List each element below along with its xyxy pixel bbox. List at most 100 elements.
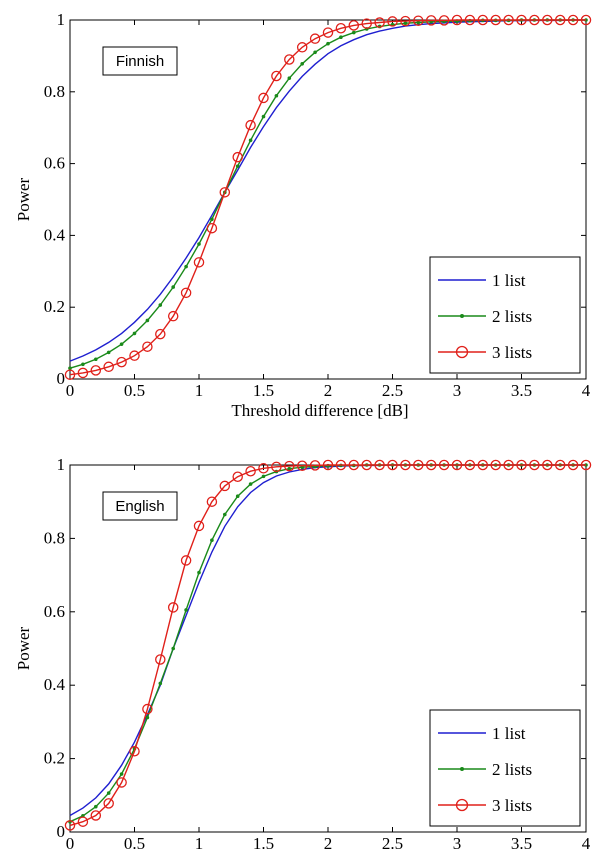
data-point — [326, 41, 330, 46]
data-point — [103, 361, 114, 373]
data-point — [503, 14, 514, 26]
data-point — [261, 114, 266, 119]
data-point — [261, 474, 266, 479]
legend: 1 list 2 lists 3 lists — [429, 256, 581, 374]
y-axis-label: Power — [14, 177, 33, 221]
data-point — [155, 328, 166, 340]
annotation-text: Finnish — [116, 53, 164, 70]
data-point — [361, 459, 372, 471]
data-point — [116, 777, 127, 788]
data-point — [197, 242, 201, 246]
data-point — [287, 76, 292, 80]
data-point — [210, 217, 214, 222]
y-tick-label: 0.8 — [44, 528, 65, 547]
data-point — [352, 30, 356, 35]
data-point — [361, 18, 372, 29]
y-tick-label: 0 — [57, 822, 66, 841]
data-point — [235, 164, 240, 168]
data-point — [106, 350, 111, 355]
legend-marker — [460, 314, 464, 318]
y-tick-label: 0.6 — [44, 602, 65, 621]
data-point — [145, 715, 150, 720]
x-tick-label: 0.5 — [124, 834, 145, 852]
data-point — [142, 703, 153, 715]
data-point — [542, 459, 553, 471]
data-point — [309, 460, 321, 471]
x-tick-label: 4 — [582, 834, 591, 852]
legend-entry-3: 3 lists — [438, 796, 532, 815]
legend-entry-2: 2 lists — [438, 307, 532, 326]
x-tick-label: 2 — [324, 381, 333, 400]
data-point — [348, 459, 360, 471]
x-tick-label: 1.5 — [253, 834, 274, 852]
x-tick-label: 0.5 — [124, 381, 145, 400]
legend-entry-3: 3 lists — [438, 343, 532, 362]
data-point — [296, 42, 308, 53]
y-tick-label: 0.4 — [44, 225, 66, 244]
data-point — [258, 463, 269, 474]
data-point — [232, 471, 243, 482]
series-3 — [64, 459, 592, 831]
x-tick-label: 1 — [195, 381, 204, 400]
data-point — [106, 791, 111, 795]
x-tick-label: 3.5 — [511, 834, 532, 852]
data-point — [438, 459, 450, 471]
legend-label: 3 lists — [492, 796, 532, 815]
data-point — [567, 459, 579, 471]
data-point — [248, 482, 253, 486]
x-axis-label: Threshold difference [dB] — [231, 401, 408, 420]
legend-label: 3 lists — [492, 343, 532, 362]
x-tick-label: 3 — [453, 834, 462, 852]
x-tick-label: 1 — [195, 834, 204, 852]
data-point — [529, 459, 540, 471]
y-axis-label: Power — [14, 626, 33, 670]
data-point — [322, 459, 334, 471]
data-point — [77, 367, 89, 379]
data-point — [77, 816, 89, 827]
annotation-box — [102, 46, 178, 76]
data-point — [94, 357, 98, 362]
x-tick-label: 1.5 — [253, 381, 274, 400]
data-point — [490, 14, 501, 26]
y-tick-label: 0.8 — [44, 82, 65, 101]
data-point — [193, 257, 205, 268]
data-point — [516, 459, 527, 471]
legend-marker — [460, 767, 464, 771]
data-point — [416, 20, 421, 25]
legend-label: 2 lists — [492, 307, 532, 326]
data-point — [271, 461, 282, 473]
data-point — [235, 494, 240, 498]
x-tick-label: 3.5 — [511, 381, 532, 400]
data-point — [184, 264, 188, 269]
y-tick-label: 0 — [57, 369, 66, 388]
data-point — [580, 459, 592, 471]
data-point — [64, 820, 76, 831]
x-tick-label: 4 — [582, 381, 591, 400]
data-point — [167, 602, 179, 613]
legend-marker — [455, 798, 469, 812]
data-point — [322, 27, 334, 38]
data-point — [167, 310, 179, 322]
data-point — [374, 459, 385, 471]
data-point — [542, 14, 553, 26]
data-point — [245, 119, 256, 131]
data-point — [403, 21, 408, 26]
data-point — [387, 16, 398, 27]
data-point — [554, 459, 566, 471]
x-tick-label: 3 — [453, 381, 462, 400]
data-point — [248, 138, 253, 143]
chart-panel-1: 0 0.5 1 1.5 2 2.5 3 3.5 4 0 0.2 0.4 0.6 0.8 1 Threshold… — [14, 10, 592, 420]
data-point — [274, 93, 279, 98]
legend-entry-1: 1 list — [438, 271, 526, 290]
data-point — [184, 608, 188, 612]
x-tick-label: 2.5 — [382, 834, 403, 852]
data-point — [400, 459, 411, 471]
data-point — [271, 70, 282, 82]
data-point — [451, 459, 463, 471]
data-point — [287, 466, 292, 471]
data-point — [374, 17, 385, 28]
data-point — [64, 369, 76, 380]
data-point — [529, 14, 540, 26]
legend-label: 2 lists — [492, 760, 532, 779]
data-point — [339, 35, 343, 40]
